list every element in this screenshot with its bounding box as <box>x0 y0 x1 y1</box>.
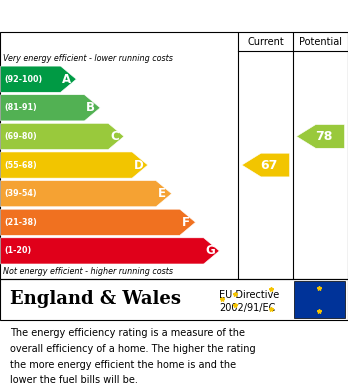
Polygon shape <box>1 95 100 121</box>
Polygon shape <box>1 66 76 92</box>
Polygon shape <box>1 152 148 178</box>
Text: (69-80): (69-80) <box>4 132 37 141</box>
Text: (81-91): (81-91) <box>4 103 37 112</box>
Text: Potential: Potential <box>299 37 342 47</box>
Text: Very energy efficient - lower running costs: Very energy efficient - lower running co… <box>3 54 173 63</box>
Text: (92-100): (92-100) <box>4 75 42 84</box>
Text: Energy Efficiency Rating: Energy Efficiency Rating <box>10 9 232 23</box>
Text: F: F <box>182 216 190 229</box>
Text: C: C <box>110 130 119 143</box>
Text: overall efficiency of a home. The higher the rating: overall efficiency of a home. The higher… <box>10 344 256 354</box>
Text: G: G <box>205 244 215 257</box>
Text: 78: 78 <box>315 130 333 143</box>
Text: Not energy efficient - higher running costs: Not energy efficient - higher running co… <box>3 267 174 276</box>
Text: the more energy efficient the home is and the: the more energy efficient the home is an… <box>10 360 237 369</box>
Text: Current: Current <box>247 37 284 47</box>
Text: (55-68): (55-68) <box>4 161 37 170</box>
Text: The energy efficiency rating is a measure of the: The energy efficiency rating is a measur… <box>10 328 245 338</box>
Text: 2002/91/EC: 2002/91/EC <box>219 303 276 312</box>
Polygon shape <box>1 209 196 235</box>
Polygon shape <box>296 125 345 148</box>
Text: (1-20): (1-20) <box>4 246 31 255</box>
Polygon shape <box>1 181 172 207</box>
Bar <box>294 281 345 318</box>
Text: D: D <box>134 158 143 172</box>
Polygon shape <box>1 238 219 264</box>
Polygon shape <box>1 123 124 149</box>
Text: E: E <box>158 187 166 200</box>
Text: England & Wales: England & Wales <box>10 290 181 308</box>
Text: B: B <box>86 101 95 114</box>
Text: lower the fuel bills will be.: lower the fuel bills will be. <box>10 375 138 386</box>
Text: (21-38): (21-38) <box>4 218 37 227</box>
Text: EU Directive: EU Directive <box>219 290 279 300</box>
Text: (39-54): (39-54) <box>4 189 37 198</box>
Polygon shape <box>242 153 290 177</box>
Text: 67: 67 <box>261 158 278 172</box>
Text: A: A <box>62 73 71 86</box>
